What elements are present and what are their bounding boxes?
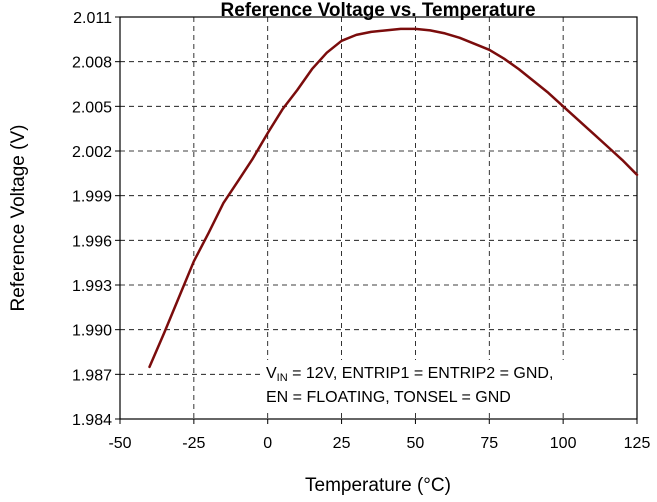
plot-area-border (119, 16, 638, 420)
x-tick-label: 25 (333, 435, 351, 452)
y-tick-label: 2.005 (72, 99, 112, 116)
series-line (148, 27, 639, 369)
series-group (148, 27, 639, 369)
axis-ticks (115, 16, 638, 424)
y-tick-label: 1.993 (72, 278, 112, 295)
x-tick-label: -25 (182, 435, 205, 452)
chart-title: Reference Voltage vs. Temperature (220, 0, 535, 21)
y-tick-label: 1.984 (72, 412, 112, 429)
x-tick-label: 50 (407, 435, 425, 452)
y-tick-label: 2.011 (73, 10, 112, 27)
x-tick-label: 100 (550, 435, 577, 452)
annotation-v: V (266, 365, 277, 382)
y-tick-labels: 1.984 1.987 1.990 1.993 1.996 1.999 2.002 2.005… (72, 10, 112, 429)
y-axis-label: Reference Voltage (V) (8, 125, 29, 312)
annotation-line-2: EN = FLOATING, TONSEL = GND (266, 389, 511, 406)
annotation-background (262, 360, 632, 410)
x-axis-label: Temperature (°C) (305, 475, 451, 496)
y-tick-label: 1.999 (72, 189, 112, 206)
y-tick-label: 1.996 (72, 233, 112, 250)
annotation-line-1-rest: = 12V, ENTRIP1 = ENTRIP2 = GND, (288, 365, 554, 382)
y-tick-label: 2.008 (72, 55, 112, 72)
x-tick-label: -50 (108, 435, 131, 452)
annotation-v-subscript: IN (277, 372, 288, 384)
annotation: VIN = 12V, ENTRIP1 = ENTRIP2 = GND, EN =… (262, 360, 632, 410)
x-tick-labels: -50 -25 0 25 50 75 100 125 (108, 435, 650, 452)
x-tick-label: 125 (624, 435, 651, 452)
y-tick-label: 1.990 (72, 323, 112, 340)
y-tick-label: 2.002 (72, 144, 112, 161)
grid-lines (120, 17, 637, 419)
annotation-line-1: VIN = 12V, ENTRIP1 = ENTRIP2 = GND, (266, 365, 553, 384)
x-tick-label: 0 (263, 435, 272, 452)
y-tick-label: 1.987 (72, 367, 112, 384)
x-tick-label: 75 (480, 435, 498, 452)
